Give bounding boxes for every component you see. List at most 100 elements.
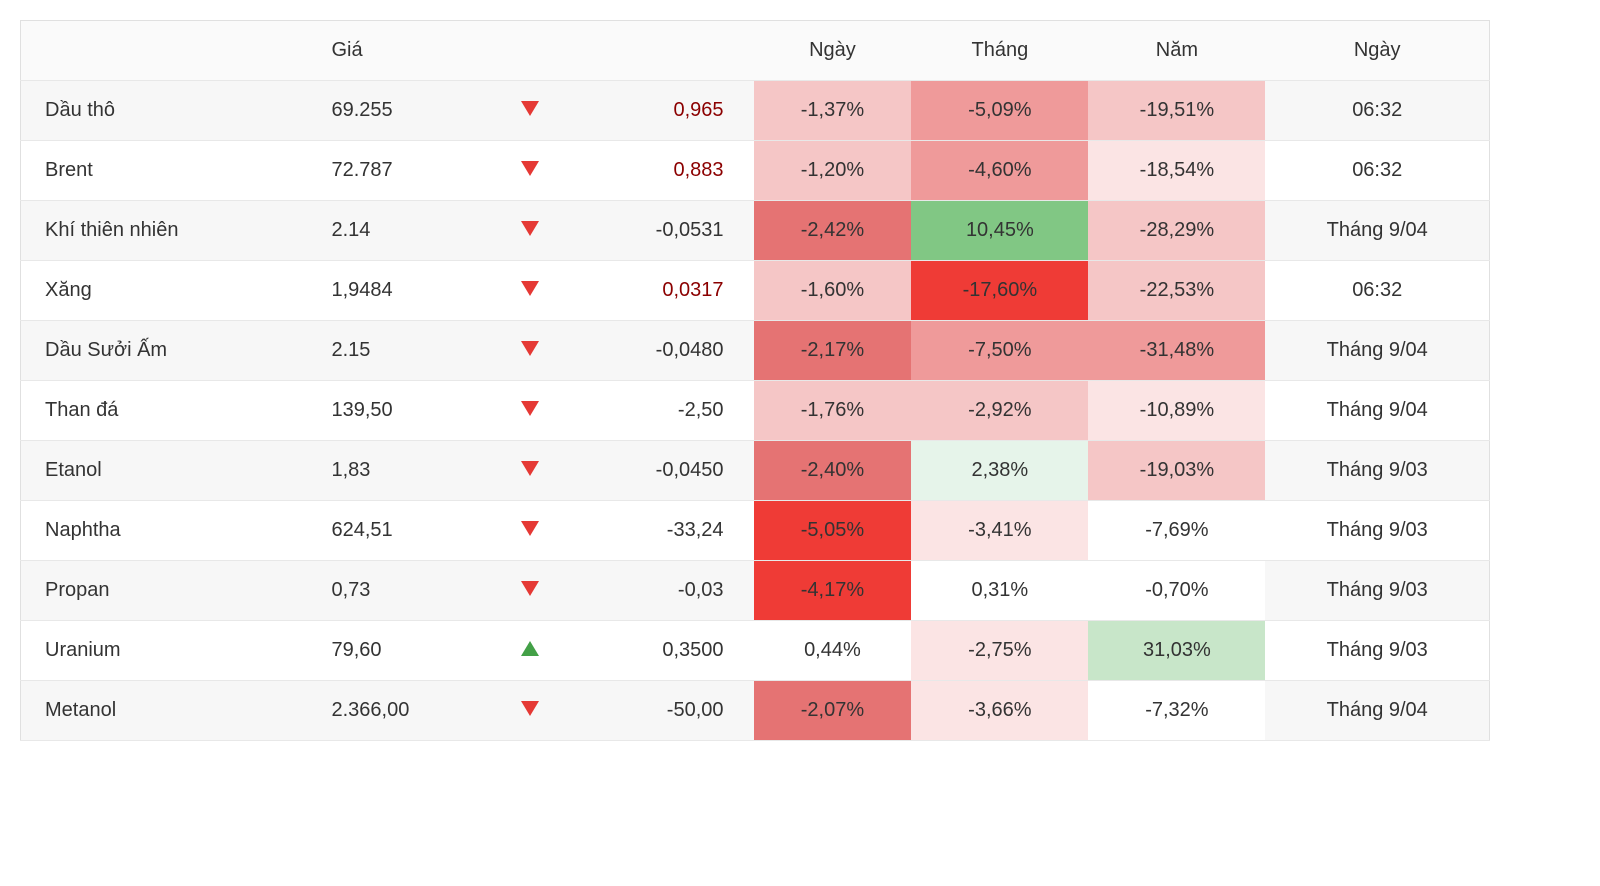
year-pct: -10,89% — [1088, 381, 1265, 441]
day-pct: -4,17% — [754, 561, 912, 621]
arrow-up-icon — [500, 621, 560, 681]
price-value: 2.15 — [317, 321, 500, 381]
year-pct: -7,69% — [1088, 501, 1265, 561]
change-value: -2,50 — [560, 381, 753, 441]
table-row[interactable]: Metanol2.366,00 -50,00-2,07%-3,66%-7,32%T… — [21, 681, 1490, 741]
month-pct: -3,66% — [911, 681, 1088, 741]
table-row[interactable]: Khí thiên nhiên2.14 -0,0531-2,42%10,45%-2… — [21, 201, 1490, 261]
table-row[interactable]: Naphtha624,51 -33,24-5,05%-3,41%-7,69%Thá… — [21, 501, 1490, 561]
commodity-name[interactable]: Than đá — [21, 381, 318, 441]
change-value: 0,3500 — [560, 621, 753, 681]
update-time: Tháng 9/03 — [1265, 501, 1489, 561]
table-row[interactable]: Brent72.787 0,883-1,20%-4,60%-18,54%06:32 — [21, 141, 1490, 201]
change-value: 0,965 — [560, 81, 753, 141]
update-time: Tháng 9/04 — [1265, 381, 1489, 441]
price-value: 1,9484 — [317, 261, 500, 321]
col-header-month[interactable]: Tháng — [911, 21, 1088, 81]
year-pct: -0,70% — [1088, 561, 1265, 621]
change-value: -33,24 — [560, 501, 753, 561]
day-pct: 0,44% — [754, 621, 912, 681]
change-value: -0,0531 — [560, 201, 753, 261]
col-header-price[interactable]: Giá — [317, 21, 500, 81]
day-pct: -5,05% — [754, 501, 912, 561]
commodities-table: Giá Ngày Tháng Năm Ngày Dầu thô69.255 0,9… — [20, 20, 1490, 741]
table-row[interactable]: Dầu Sưởi Ấm2.15-0,0480-2,17%-7,50%-31,48… — [21, 321, 1490, 381]
change-value: -0,03 — [560, 561, 753, 621]
commodity-name[interactable]: Xăng — [21, 261, 318, 321]
day-pct: -2,07% — [754, 681, 912, 741]
month-pct: 0,31% — [911, 561, 1088, 621]
price-value: 2.14 — [317, 201, 500, 261]
update-time: Tháng 9/04 — [1265, 201, 1489, 261]
change-value: 0,883 — [560, 141, 753, 201]
month-pct: -2,75% — [911, 621, 1088, 681]
commodity-name[interactable]: Propan — [21, 561, 318, 621]
year-pct: -31,48% — [1088, 321, 1265, 381]
table-row[interactable]: Etanol1,83 -0,0450-2,40%2,38%-19,03%Tháng… — [21, 441, 1490, 501]
update-time: Tháng 9/03 — [1265, 561, 1489, 621]
price-value: 1,83 — [317, 441, 500, 501]
commodity-name[interactable]: Uranium — [21, 621, 318, 681]
table-header-row: Giá Ngày Tháng Năm Ngày — [21, 21, 1490, 81]
month-pct: 2,38% — [911, 441, 1088, 501]
day-pct: -1,20% — [754, 141, 912, 201]
table-row[interactable]: Propan0,73 -0,03-4,17%0,31%-0,70%Tháng 9/… — [21, 561, 1490, 621]
day-pct: -2,40% — [754, 441, 912, 501]
year-pct: -22,53% — [1088, 261, 1265, 321]
commodity-name[interactable]: Naphtha — [21, 501, 318, 561]
month-pct: -5,09% — [911, 81, 1088, 141]
table-row[interactable]: Xăng1,9484 0,0317-1,60%-17,60%-22,53%06:3… — [21, 261, 1490, 321]
update-time: Tháng 9/04 — [1265, 681, 1489, 741]
year-pct: -19,51% — [1088, 81, 1265, 141]
price-value: 624,51 — [317, 501, 500, 561]
update-time: Tháng 9/03 — [1265, 441, 1489, 501]
arrow-down-icon — [500, 561, 560, 621]
year-pct: -18,54% — [1088, 141, 1265, 201]
price-value: 2.366,00 — [317, 681, 500, 741]
arrow-down-icon — [500, 381, 560, 441]
table-row[interactable]: Than đá139,50 -2,50-1,76%-2,92%-10,89%Thá… — [21, 381, 1490, 441]
col-header-change — [560, 21, 753, 81]
day-pct: -1,76% — [754, 381, 912, 441]
year-pct: 31,03% — [1088, 621, 1265, 681]
col-header-time[interactable]: Ngày — [1265, 21, 1489, 81]
price-value: 72.787 — [317, 141, 500, 201]
month-pct: -2,92% — [911, 381, 1088, 441]
year-pct: -7,32% — [1088, 681, 1265, 741]
update-time: 06:32 — [1265, 261, 1489, 321]
arrow-down-icon — [500, 681, 560, 741]
month-pct: 10,45% — [911, 201, 1088, 261]
commodity-name[interactable]: Etanol — [21, 441, 318, 501]
price-value: 139,50 — [317, 381, 500, 441]
col-header-arrow — [500, 21, 560, 81]
update-time: 06:32 — [1265, 141, 1489, 201]
arrow-down-icon — [500, 81, 560, 141]
change-value: 0,0317 — [560, 261, 753, 321]
table-row[interactable]: Uranium79,60 0,35000,44%-2,75%31,03%Tháng… — [21, 621, 1490, 681]
commodity-name[interactable]: Dầu Sưởi Ấm — [21, 321, 318, 381]
price-value: 0,73 — [317, 561, 500, 621]
day-pct: -1,60% — [754, 261, 912, 321]
price-value: 69.255 — [317, 81, 500, 141]
commodity-name[interactable]: Metanol — [21, 681, 318, 741]
commodity-name[interactable]: Dầu thô — [21, 81, 318, 141]
year-pct: -28,29% — [1088, 201, 1265, 261]
commodity-name[interactable]: Khí thiên nhiên — [21, 201, 318, 261]
month-pct: -4,60% — [911, 141, 1088, 201]
price-value: 79,60 — [317, 621, 500, 681]
month-pct: -3,41% — [911, 501, 1088, 561]
year-pct: -19,03% — [1088, 441, 1265, 501]
change-value: -0,0450 — [560, 441, 753, 501]
update-time: Tháng 9/03 — [1265, 621, 1489, 681]
day-pct: -2,42% — [754, 201, 912, 261]
arrow-down-icon — [500, 201, 560, 261]
month-pct: -17,60% — [911, 261, 1088, 321]
arrow-down-icon — [500, 321, 560, 381]
update-time: Tháng 9/04 — [1265, 321, 1489, 381]
col-header-year[interactable]: Năm — [1088, 21, 1265, 81]
col-header-name[interactable] — [21, 21, 318, 81]
change-value: -50,00 — [560, 681, 753, 741]
commodity-name[interactable]: Brent — [21, 141, 318, 201]
col-header-day[interactable]: Ngày — [754, 21, 912, 81]
table-row[interactable]: Dầu thô69.2550,965-1,37%-5,09%-19,51%06:… — [21, 81, 1490, 141]
